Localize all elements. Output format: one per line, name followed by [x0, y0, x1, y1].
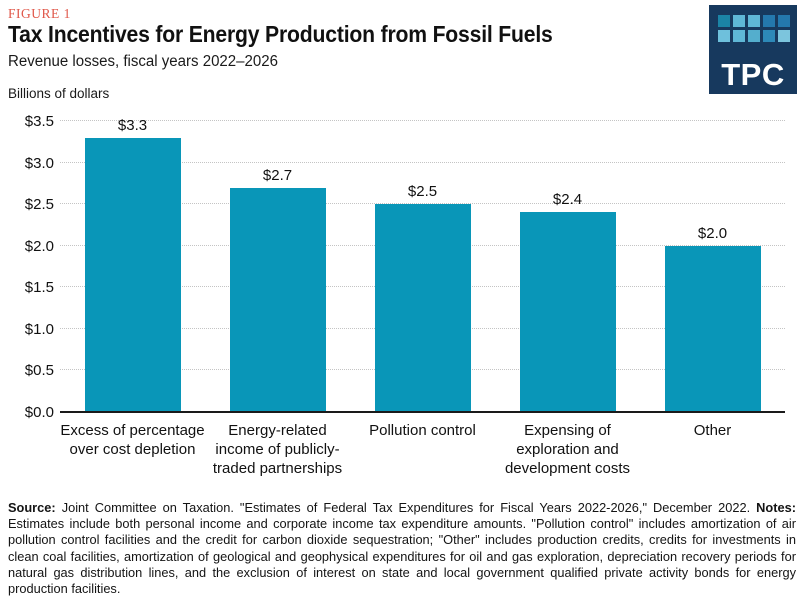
logo-tile — [748, 15, 760, 27]
y-axis-units-label: Billions of dollars — [8, 86, 110, 101]
x-axis-category-label: Expensing of exploration and development… — [504, 422, 631, 477]
bar — [84, 137, 181, 412]
logo-tile — [718, 30, 730, 42]
logo-tile — [733, 30, 745, 42]
notes-text: Estimates include both personal income a… — [8, 516, 796, 597]
bar — [664, 245, 761, 412]
logo-tile — [718, 15, 730, 27]
y-axis-tick-label: $2.5 — [24, 196, 54, 214]
bar-value-label: $3.3 — [117, 116, 148, 134]
bar-value-label: $2.0 — [697, 224, 728, 242]
y-axis-tick-label: $1.0 — [24, 320, 54, 338]
source-label: Source: — [8, 500, 56, 515]
y-gridline — [60, 203, 785, 205]
notes-label: Notes: — [756, 500, 796, 515]
bar-value-label: $2.4 — [552, 191, 583, 209]
x-axis-line — [60, 411, 785, 413]
y-axis-tick-label: $3.5 — [24, 113, 54, 130]
y-axis-tick-label: $0.0 — [24, 404, 54, 421]
source-text: Joint Committee on Taxation. "Estimates … — [61, 500, 751, 515]
x-axis-category-label: Energy-related income of publicly- trade… — [212, 422, 343, 477]
figure-label: FIGURE 1 — [8, 6, 71, 21]
chart-subtitle: Revenue losses, fiscal years 2022–2026 — [8, 53, 278, 70]
y-axis-tick-label: $3.0 — [24, 154, 54, 172]
bar-value-label: $2.7 — [262, 166, 293, 184]
logo-tile — [748, 30, 760, 42]
footnotes: Source: Joint Committee on Taxation. "Es… — [8, 500, 796, 597]
logo-tile — [763, 30, 775, 42]
y-gridline — [60, 120, 785, 121]
tpc-logo: TPC — [709, 5, 797, 94]
logo-tile — [763, 15, 775, 27]
tpc-logo-text: TPC — [721, 57, 785, 92]
bar — [374, 204, 471, 412]
logo-tile — [778, 30, 790, 42]
x-axis-category-label: Other — [693, 422, 732, 439]
x-axis-category-label: Pollution control — [369, 422, 476, 439]
bar-value-label: $2.5 — [407, 183, 438, 201]
page-title: Tax Incentives for Energy Production fro… — [8, 21, 553, 47]
y-axis-tick-label: $2.0 — [24, 237, 54, 255]
y-axis-tick-label: $0.5 — [24, 362, 54, 380]
tpc-logo-tiles-icon — [718, 15, 790, 42]
y-axis-tick-label: $1.5 — [24, 279, 54, 297]
logo-tile — [778, 15, 790, 27]
logo-tile — [733, 15, 745, 27]
bar — [229, 187, 326, 412]
bar — [519, 212, 616, 412]
y-gridline — [60, 161, 785, 163]
x-axis-category-label: Excess of percentage over cost depletion — [60, 422, 205, 458]
